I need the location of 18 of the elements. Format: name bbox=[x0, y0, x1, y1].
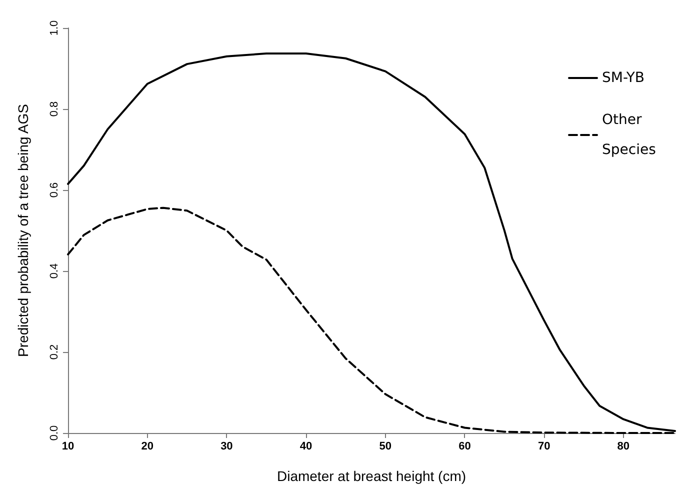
legend-label: SM-YB bbox=[602, 70, 645, 86]
x-tick-label: 10 bbox=[62, 440, 74, 452]
x-tick-label: 20 bbox=[141, 440, 154, 452]
x-tick-label: 30 bbox=[220, 440, 233, 452]
legend-label: Other Species bbox=[602, 112, 656, 158]
y-axis-title: Predicted probability of a tree being AGS bbox=[15, 104, 31, 357]
x-tick-label: 60 bbox=[458, 440, 471, 452]
x-tick-label: 40 bbox=[300, 440, 312, 452]
y-tick-label: 0.6 bbox=[48, 182, 60, 198]
x-tick-label: 80 bbox=[617, 440, 630, 452]
x-tick-label: 70 bbox=[538, 440, 550, 452]
y-tick-label: 0.2 bbox=[48, 344, 60, 360]
y-tick-label: 0.4 bbox=[48, 263, 60, 279]
x-axis-title: Diameter at breast height (cm) bbox=[276, 468, 466, 484]
y-tick-label: 1.0 bbox=[48, 20, 60, 36]
x-tick-label: 50 bbox=[379, 440, 392, 452]
y-tick-label: 0.0 bbox=[48, 425, 60, 441]
y-tick-label: 0.8 bbox=[48, 101, 60, 117]
